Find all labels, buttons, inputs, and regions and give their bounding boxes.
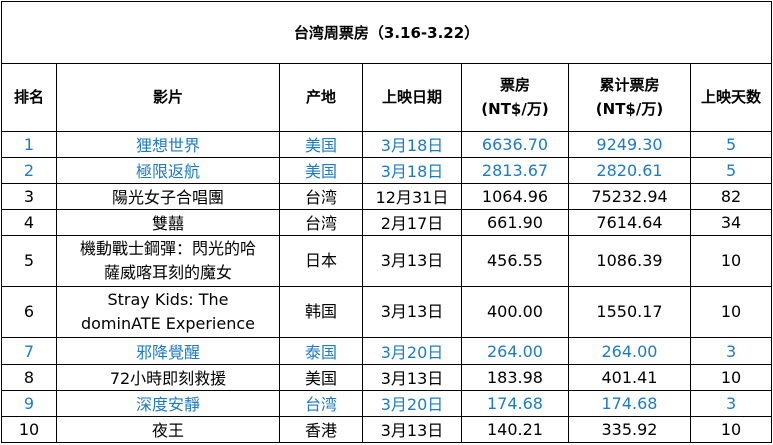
film-cell: 狸想世界 bbox=[56, 130, 280, 158]
table-row: 1 狸想世界 美国 3月18日 6636.70 9249.30 5 bbox=[1, 130, 773, 158]
rank-cell: 2 bbox=[1, 156, 57, 184]
table-row: 8 72小時即刻救援 美国 3月13日 183.98 401.41 10 bbox=[1, 363, 773, 391]
header-box-office: 票房 (NT$/万) bbox=[461, 63, 569, 132]
days-cell: 3 bbox=[689, 389, 773, 417]
days-cell: 10 bbox=[689, 235, 773, 288]
total-cell: 7614.64 bbox=[568, 208, 691, 237]
days-cell: 10 bbox=[689, 363, 773, 391]
rank-cell: 7 bbox=[1, 337, 57, 365]
days-cell: 82 bbox=[689, 182, 773, 210]
header-total-label: 累计票房 bbox=[599, 76, 660, 95]
film-cell: 夜王 bbox=[56, 415, 280, 444]
film-cell: 深度安靜 bbox=[56, 389, 280, 417]
release-cell: 12月31日 bbox=[362, 182, 462, 210]
origin-cell: 美国 bbox=[279, 130, 363, 158]
box-cell: 1064.96 bbox=[461, 182, 569, 210]
total-cell: 75232.94 bbox=[568, 182, 691, 210]
box-cell: 400.00 bbox=[461, 286, 569, 339]
origin-cell: 台湾 bbox=[279, 182, 363, 210]
release-cell: 3月18日 bbox=[362, 156, 462, 184]
rank-cell: 6 bbox=[1, 286, 57, 339]
release-cell: 3月20日 bbox=[362, 337, 462, 365]
film-title-line-1: Stray Kids: The bbox=[107, 290, 229, 310]
film-cell: 陽光女子合唱團 bbox=[56, 182, 280, 210]
film-cell: 邪降覺醒 bbox=[56, 337, 280, 365]
box-cell: 6636.70 bbox=[461, 130, 569, 158]
rank-cell: 3 bbox=[1, 182, 57, 210]
box-cell: 2813.67 bbox=[461, 156, 569, 184]
box-cell: 661.90 bbox=[461, 208, 569, 237]
days-cell: 3 bbox=[689, 337, 773, 365]
box-cell: 174.68 bbox=[461, 389, 569, 417]
film-cell: 72小時即刻救援 bbox=[56, 363, 280, 391]
days-cell: 10 bbox=[689, 286, 773, 339]
rank-cell: 9 bbox=[1, 389, 57, 417]
origin-cell: 韩国 bbox=[279, 286, 363, 339]
days-cell: 34 bbox=[689, 208, 773, 237]
rank-cell: 5 bbox=[1, 235, 57, 288]
table-row: 10 夜王 香港 3月13日 140.21 335.92 10 bbox=[1, 415, 773, 444]
release-cell: 3月18日 bbox=[362, 130, 462, 158]
box-cell: 264.00 bbox=[461, 337, 569, 365]
table-row: 6 Stray Kids: The dominATE Experience 韩国 … bbox=[1, 286, 773, 339]
release-cell: 3月20日 bbox=[362, 389, 462, 417]
release-cell: 3月13日 bbox=[362, 235, 462, 288]
table-row: 2 極限返航 美国 3月18日 2813.67 2820.61 5 bbox=[1, 156, 773, 184]
header-days: 上映天数 bbox=[689, 63, 773, 132]
header-box-office-unit: (NT$/万) bbox=[481, 100, 549, 119]
film-cell: 機動戰士鋼彈：閃光的哈 薩威喀耳刻的魔女 bbox=[56, 235, 280, 288]
total-cell: 1086.39 bbox=[568, 235, 691, 288]
rank-cell: 4 bbox=[1, 208, 57, 237]
total-cell: 9249.30 bbox=[568, 130, 691, 158]
header-rank: 排名 bbox=[1, 63, 57, 132]
film-title-line-2: dominATE Experience bbox=[80, 314, 255, 334]
origin-cell: 香港 bbox=[279, 415, 363, 444]
header-total-unit: (NT$/万) bbox=[595, 100, 664, 119]
total-cell: 2820.61 bbox=[568, 156, 691, 184]
total-cell: 264.00 bbox=[568, 337, 691, 365]
film-cell: 雙囍 bbox=[56, 208, 280, 237]
origin-cell: 泰国 bbox=[279, 337, 363, 365]
film-title-line-2: 薩威喀耳刻的魔女 bbox=[103, 263, 232, 283]
table-row: 5 機動戰士鋼彈：閃光的哈 薩威喀耳刻的魔女 日本 3月13日 456.55 10… bbox=[1, 235, 773, 288]
header-total-box-office: 累计票房 (NT$/万) bbox=[568, 63, 691, 132]
days-cell: 10 bbox=[689, 415, 773, 444]
table-row: 3 陽光女子合唱團 台湾 12月31日 1064.96 75232.94 82 bbox=[1, 182, 773, 210]
origin-cell: 台湾 bbox=[279, 389, 363, 417]
header-row: 排名 影片 产地 上映日期 票房 (NT$/万) 累计票房 (NT$/万) 上映天数 bbox=[1, 63, 773, 132]
total-cell: 401.41 bbox=[568, 363, 691, 391]
film-cell: 極限返航 bbox=[56, 156, 280, 184]
rank-cell: 8 bbox=[1, 363, 57, 391]
total-cell: 1550.17 bbox=[568, 286, 691, 339]
origin-cell: 台湾 bbox=[279, 208, 363, 237]
total-cell: 335.92 bbox=[568, 415, 691, 444]
box-cell: 140.21 bbox=[461, 415, 569, 444]
table-row: 4 雙囍 台湾 2月17日 661.90 7614.64 34 bbox=[1, 208, 773, 237]
rank-cell: 10 bbox=[1, 415, 57, 444]
header-origin: 产地 bbox=[279, 63, 363, 132]
header-release-date: 上映日期 bbox=[362, 63, 462, 132]
origin-cell: 日本 bbox=[279, 235, 363, 288]
box-cell: 183.98 bbox=[461, 363, 569, 391]
total-cell: 174.68 bbox=[568, 389, 691, 417]
table-row: 9 深度安靜 台湾 3月20日 174.68 174.68 3 bbox=[1, 389, 773, 417]
header-box-office-label: 票房 bbox=[499, 76, 530, 95]
film-cell: Stray Kids: The dominATE Experience bbox=[56, 286, 280, 339]
days-cell: 5 bbox=[689, 156, 773, 184]
origin-cell: 美国 bbox=[279, 156, 363, 184]
origin-cell: 美国 bbox=[279, 363, 363, 391]
release-cell: 3月13日 bbox=[362, 415, 462, 444]
release-cell: 2月17日 bbox=[362, 208, 462, 237]
table-row: 7 邪降覺醒 泰国 3月20日 264.00 264.00 3 bbox=[1, 337, 773, 365]
rank-cell: 1 bbox=[1, 130, 57, 158]
release-cell: 3月13日 bbox=[362, 286, 462, 339]
table-title: 台湾周票房（3.16-3.22） bbox=[0, 0, 773, 65]
box-cell: 456.55 bbox=[461, 235, 569, 288]
film-title-line-1: 機動戰士鋼彈：閃光的哈 bbox=[79, 239, 256, 259]
days-cell: 5 bbox=[689, 130, 773, 158]
release-cell: 3月13日 bbox=[362, 363, 462, 391]
header-film: 影片 bbox=[56, 63, 280, 132]
